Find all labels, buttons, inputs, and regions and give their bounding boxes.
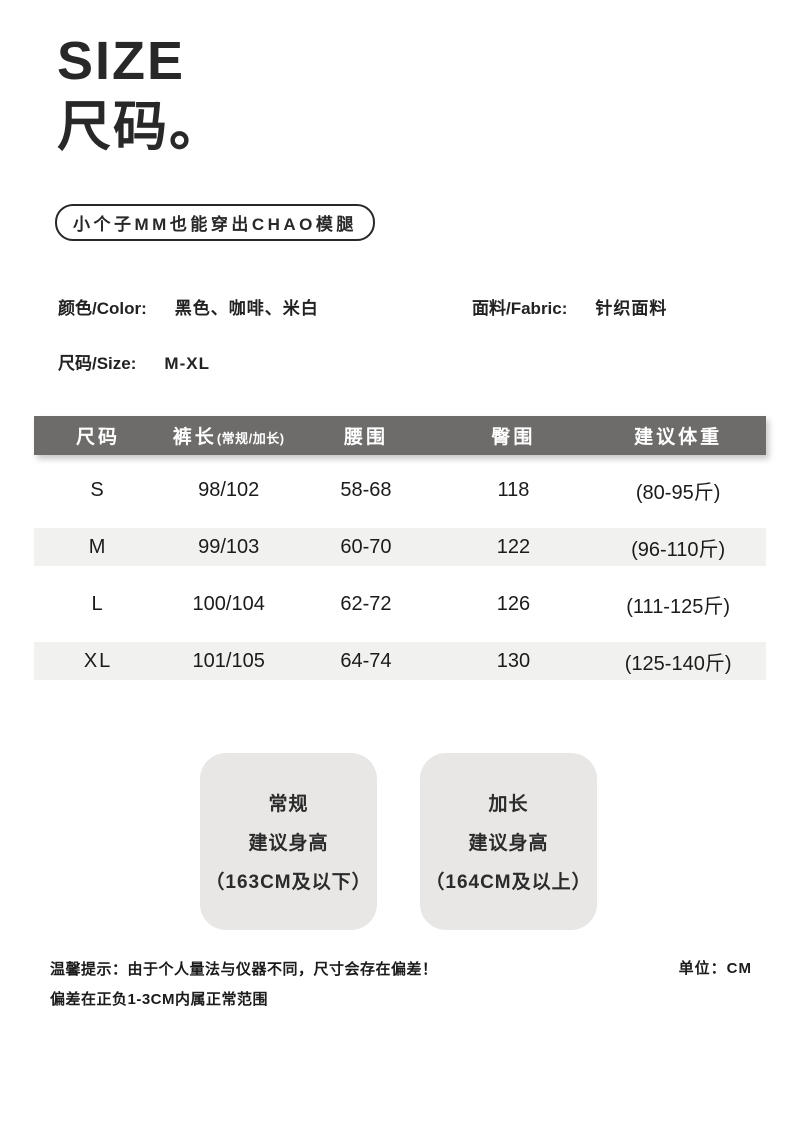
header-cell-waist: 腰围 xyxy=(343,427,388,448)
cell-hip: 118 xyxy=(497,479,530,501)
table-body: S 98/102 58-68 118 (80-95斤) M 99/103 60-… xyxy=(34,462,766,690)
height-suggestion-boxes: 常规 建议身高 （163CM及以下） 加长 建议身高 （164CM及以上） xyxy=(200,753,597,930)
cell-length: 99/103 xyxy=(198,536,260,558)
cell-size: XL xyxy=(83,650,113,672)
cell-waist: 60-70 xyxy=(340,536,392,558)
height-box-subtitle: 建议身高 xyxy=(468,833,549,854)
header-length-sub: (常规/加长) xyxy=(216,431,285,446)
height-box-range: （163CM及以下） xyxy=(205,872,372,893)
cell-weight: (125-140斤) xyxy=(624,653,732,675)
tagline-pill: 小个子MM也能穿出CHAO模腿 xyxy=(55,204,375,241)
height-box-subtitle: 建议身高 xyxy=(248,833,329,854)
header-length-main: 裤长 xyxy=(172,427,217,448)
cell-length: 98/102 xyxy=(198,479,260,501)
table-header-row: 尺码 裤长(常规/加长) 腰围 臀围 建议体重 xyxy=(34,416,766,455)
cell-waist: 58-68 xyxy=(340,479,392,501)
cell-length: 101/105 xyxy=(192,650,265,672)
size-label: 尺码/Size: xyxy=(58,354,137,373)
notice-line-2: 偏差在正负1-3CM内属正常范围 xyxy=(50,991,269,1008)
cell-size: S xyxy=(90,479,106,501)
cell-hip: 130 xyxy=(496,650,531,672)
page-title: SIZE 尺码。 xyxy=(57,28,225,160)
page-title-en: SIZE xyxy=(57,31,186,91)
fabric-value: 针织面料 xyxy=(595,299,668,318)
height-box-title: 常规 xyxy=(268,794,309,815)
cell-weight: (111-125斤) xyxy=(626,596,730,618)
fabric-attribute-row: 面料/Fabric: 针织面料 xyxy=(472,294,667,319)
cell-hip: 122 xyxy=(496,536,531,558)
height-box-regular: 常规 建议身高 （163CM及以下） xyxy=(200,753,377,930)
header-cell-size: 尺码 xyxy=(76,427,121,448)
notice-line-1: 温馨提示：由于个人量法与仪器不同，尺寸会存在偏差！ xyxy=(50,961,438,978)
table-row-xl: XL 101/105 64-74 130 (125-140斤) xyxy=(34,633,766,690)
cell-waist: 64-74 xyxy=(340,650,392,672)
header-cell-hip: 臀围 xyxy=(491,427,536,448)
cell-weight: (96-110斤) xyxy=(631,539,726,561)
color-attribute-row: 颜色/Color: 黑色、咖啡、米白 xyxy=(58,294,319,319)
cell-size: M xyxy=(88,536,108,558)
cell-waist: 62-72 xyxy=(340,593,392,615)
cell-size: L xyxy=(91,593,105,615)
color-value: 黑色、咖啡、米白 xyxy=(174,299,319,318)
height-box-title: 加长 xyxy=(488,794,529,815)
notice-text: 温馨提示：由于个人量法与仪器不同，尺寸会存在偏差！ 偏差在正负1-3CM内属正常… xyxy=(50,955,438,1015)
table-row-l: L 100/104 62-72 126 (111-125斤) xyxy=(34,576,766,633)
size-value: M-XL xyxy=(164,354,210,373)
height-box-extended: 加长 建议身高 （164CM及以上） xyxy=(420,753,597,930)
table-row-s: S 98/102 58-68 118 (80-95斤) xyxy=(34,462,766,519)
size-table: 尺码 裤长(常规/加长) 腰围 臀围 建议体重 S 98/102 58-68 1… xyxy=(34,416,766,690)
cell-weight: (80-95斤) xyxy=(635,482,721,504)
cell-length: 100/104 xyxy=(192,593,265,615)
header-cell-length: 裤长(常规/加长) xyxy=(162,422,295,449)
fabric-label: 面料/Fabric: xyxy=(472,299,568,318)
height-box-range: （164CM及以上） xyxy=(425,872,592,893)
color-label: 颜色/Color: xyxy=(58,299,147,318)
unit-label: 单位：CM xyxy=(678,960,752,977)
page-title-zh: 尺码。 xyxy=(57,97,225,157)
table-row-m: M 99/103 60-70 122 (96-110斤) xyxy=(34,519,766,576)
size-attribute-row: 尺码/Size: M-XL xyxy=(58,349,210,374)
header-cell-weight: 建议体重 xyxy=(634,427,723,448)
cell-hip: 126 xyxy=(496,593,531,615)
